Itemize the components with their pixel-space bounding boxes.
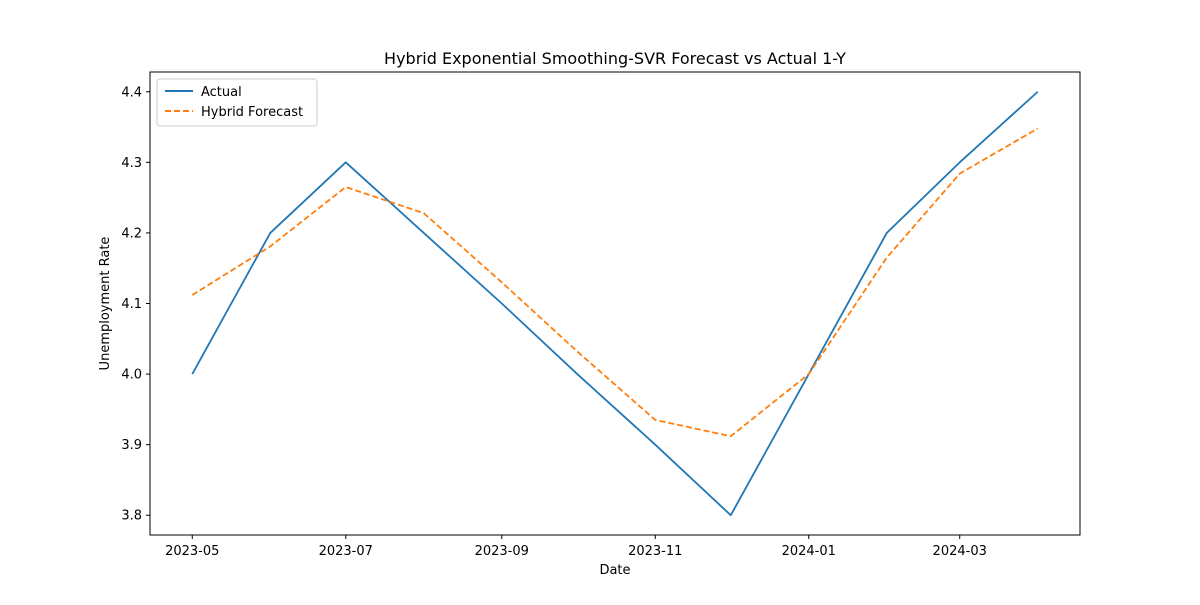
- legend-label-actual: Actual: [201, 85, 242, 100]
- y-tick-label: 4.0: [121, 368, 142, 383]
- series-line-hybrid-forecast: [191, 127, 1039, 438]
- y-tick-label: 3.9: [121, 438, 142, 453]
- x-axis: 2023-05 2023-07 2023-09 2023-11 2024-01 2024-…: [165, 535, 987, 559]
- x-tick-label: 2023-05: [165, 544, 219, 559]
- y-axis: 3.8 3.9 4.0 4.1 4.2 4.3 4.4: [121, 85, 150, 524]
- y-tick-label: 4.1: [121, 297, 142, 312]
- series-layer: [191, 91, 1039, 517]
- y-tick-label: 3.8: [121, 509, 142, 524]
- y-tick-label: 4.2: [121, 226, 142, 241]
- x-axis-label: Date: [599, 563, 630, 578]
- y-tick-label: 4.4: [121, 85, 142, 100]
- legend-box: [156, 78, 318, 127]
- series-line-actual: [191, 91, 1039, 517]
- x-tick-label: 2023-07: [319, 544, 373, 559]
- plot-area: [149, 71, 1081, 536]
- x-tick-label: 2024-01: [782, 544, 836, 559]
- y-axis-label: Unemployment Rate: [98, 237, 113, 371]
- legend-label-hybrid-forecast: Hybrid Forecast: [201, 105, 303, 120]
- legend: Actual Hybrid Forecast: [156, 78, 318, 127]
- x-tick-label: 2023-09: [475, 544, 529, 559]
- x-tick-label: 2023-11: [628, 544, 682, 559]
- y-tick-label: 4.3: [121, 156, 142, 171]
- chart-title: Hybrid Exponential Smoothing-SVR Forecas…: [384, 49, 846, 68]
- x-tick-label: 2024-03: [933, 544, 987, 559]
